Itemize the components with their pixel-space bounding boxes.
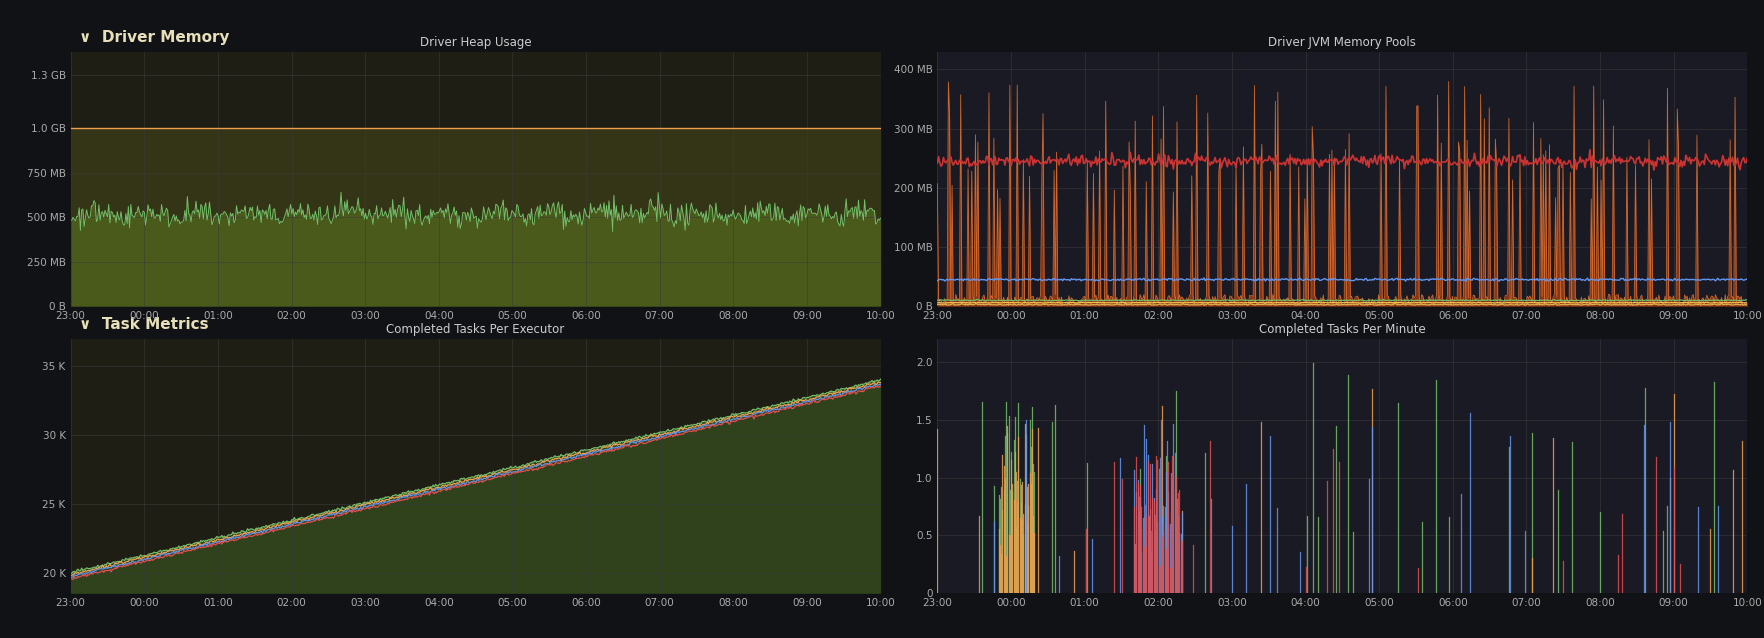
Title: Driver Heap Usage: Driver Heap Usage <box>420 36 531 49</box>
Legend: Code-Cache, Compressed-Class-Space, Metaspace, PS-Eden-Space, PS-Old-Gen, PS-Sur: Code-Cache, Compressed-Class-Space, Meta… <box>942 352 1491 368</box>
Text: ∨  Task Metrics: ∨ Task Metrics <box>79 316 208 332</box>
Title: Completed Tasks Per Minute: Completed Tasks Per Minute <box>1258 323 1425 336</box>
Text: ∨  Driver Memory: ∨ Driver Memory <box>79 29 229 45</box>
Legend: 1, 2, 3, 4: 1, 2, 3, 4 <box>76 637 199 638</box>
Legend: 1, 2, 3, 4: 1, 2, 3, 4 <box>942 637 1067 638</box>
Title: Driver JVM Memory Pools: Driver JVM Memory Pools <box>1268 36 1415 49</box>
Legend: used  Current: 531 MB, max  Current: 1.000 GB: used Current: 531 MB, max Current: 1.000… <box>76 350 358 367</box>
Title: Completed Tasks Per Executor: Completed Tasks Per Executor <box>386 323 564 336</box>
